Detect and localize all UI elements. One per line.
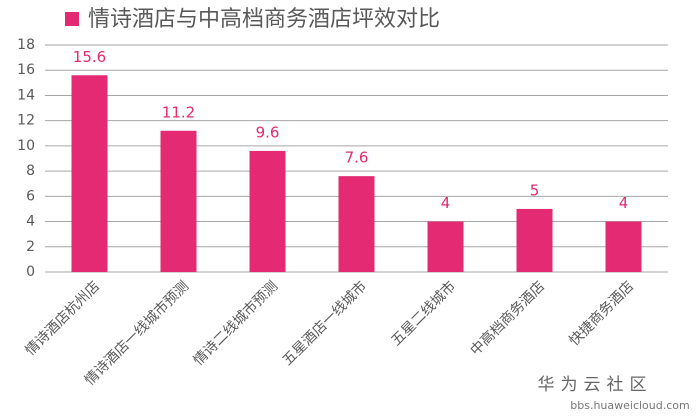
data-label: 4 [619,194,629,212]
legend-swatch [65,12,79,26]
watermark-url: bbs.huaweicloud.com [570,399,689,412]
bar [516,208,553,272]
bar [605,221,642,272]
data-label: 7.6 [345,149,369,167]
data-label: 11.2 [162,103,195,121]
bar [338,176,375,272]
bar [427,221,464,272]
y-tick-label: 0 [26,264,35,280]
bar [160,130,197,272]
y-tick-label: 6 [26,188,35,204]
legend-label: 情诗酒店与中高档商务酒店坪效对比 [88,7,440,32]
data-label: 15.6 [73,48,106,66]
bar [249,150,286,272]
bar [71,75,108,273]
y-tick-label: 4 [26,214,35,230]
watermark-title: 华为云社区 [538,375,653,395]
y-tick-label: 2 [26,239,35,255]
y-tick-label: 12 [17,113,35,129]
y-tick-label: 8 [26,163,35,179]
x-tick-label: 中高档商务酒店 [467,278,548,359]
y-tick-label: 18 [17,37,35,53]
x-tick-label: 五星酒店一线城市 [279,278,370,369]
x-tick-label: 情诗二线城市预测 [190,278,281,369]
x-tick-label: 快捷商务酒店 [566,278,637,349]
data-label: 4 [441,194,451,212]
y-tick-label: 16 [17,62,35,78]
x-tick-label: 五星二线城市 [388,278,459,349]
x-tick-label: 情诗酒店杭州店 [23,278,104,359]
y-tick-label: 10 [17,138,35,154]
data-label: 5 [530,181,540,199]
data-label: 9.6 [256,123,280,141]
y-tick-label: 14 [17,87,35,103]
